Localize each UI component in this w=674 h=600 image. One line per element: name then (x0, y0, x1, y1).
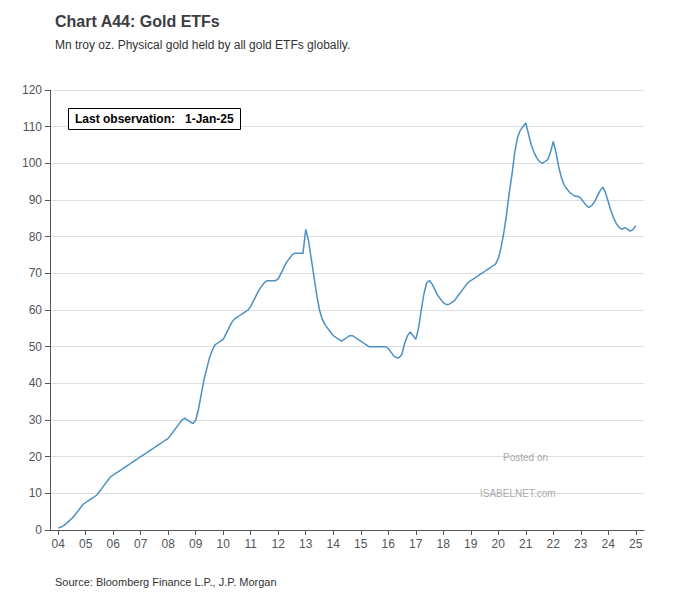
svg-text:Posted on: Posted on (503, 452, 548, 463)
svg-text:90: 90 (29, 193, 43, 207)
svg-text:22: 22 (547, 537, 561, 551)
svg-text:21: 21 (519, 537, 533, 551)
svg-text:12: 12 (272, 537, 286, 551)
svg-text:110: 110 (23, 120, 42, 134)
svg-text:20: 20 (492, 537, 506, 551)
svg-text:08: 08 (162, 537, 176, 551)
svg-text:10: 10 (217, 537, 231, 551)
svg-text:Mn troy oz. Physical gold held: Mn troy oz. Physical gold held by all go… (55, 38, 350, 52)
svg-text:100: 100 (22, 156, 42, 170)
svg-text:11: 11 (245, 537, 258, 551)
svg-text:24: 24 (602, 537, 616, 551)
svg-text:60: 60 (29, 303, 43, 317)
svg-text:13: 13 (299, 537, 313, 551)
svg-text:09: 09 (189, 537, 203, 551)
svg-text:30: 30 (29, 413, 43, 427)
svg-text:10: 10 (29, 486, 43, 500)
svg-text:80: 80 (29, 230, 43, 244)
svg-text:17: 17 (409, 537, 423, 551)
svg-text:Last observation: 1-Jan-25: Last observation: 1-Jan-25 (75, 112, 234, 126)
svg-text:120: 120 (22, 83, 42, 97)
svg-text:04: 04 (52, 537, 66, 551)
svg-text:16: 16 (382, 537, 396, 551)
svg-text:Source: Bloomberg Finance L.P.: Source: Bloomberg Finance L.P., J.P. Mor… (55, 576, 277, 588)
svg-text:50: 50 (29, 340, 43, 354)
svg-text:19: 19 (464, 537, 478, 551)
svg-text:23: 23 (574, 537, 588, 551)
svg-text:15: 15 (354, 537, 368, 551)
svg-text:ISABELNET.com: ISABELNET.com (480, 488, 556, 499)
svg-text:40: 40 (29, 376, 43, 390)
svg-text:0: 0 (35, 523, 42, 537)
svg-text:18: 18 (437, 537, 451, 551)
svg-text:14: 14 (327, 537, 341, 551)
svg-text:25: 25 (629, 537, 643, 551)
svg-text:07: 07 (134, 537, 148, 551)
svg-text:05: 05 (79, 537, 93, 551)
svg-text:70: 70 (29, 266, 43, 280)
svg-text:Chart A44: Gold ETFs: Chart A44: Gold ETFs (55, 13, 220, 30)
svg-text:06: 06 (107, 537, 121, 551)
svg-text:20: 20 (29, 450, 43, 464)
